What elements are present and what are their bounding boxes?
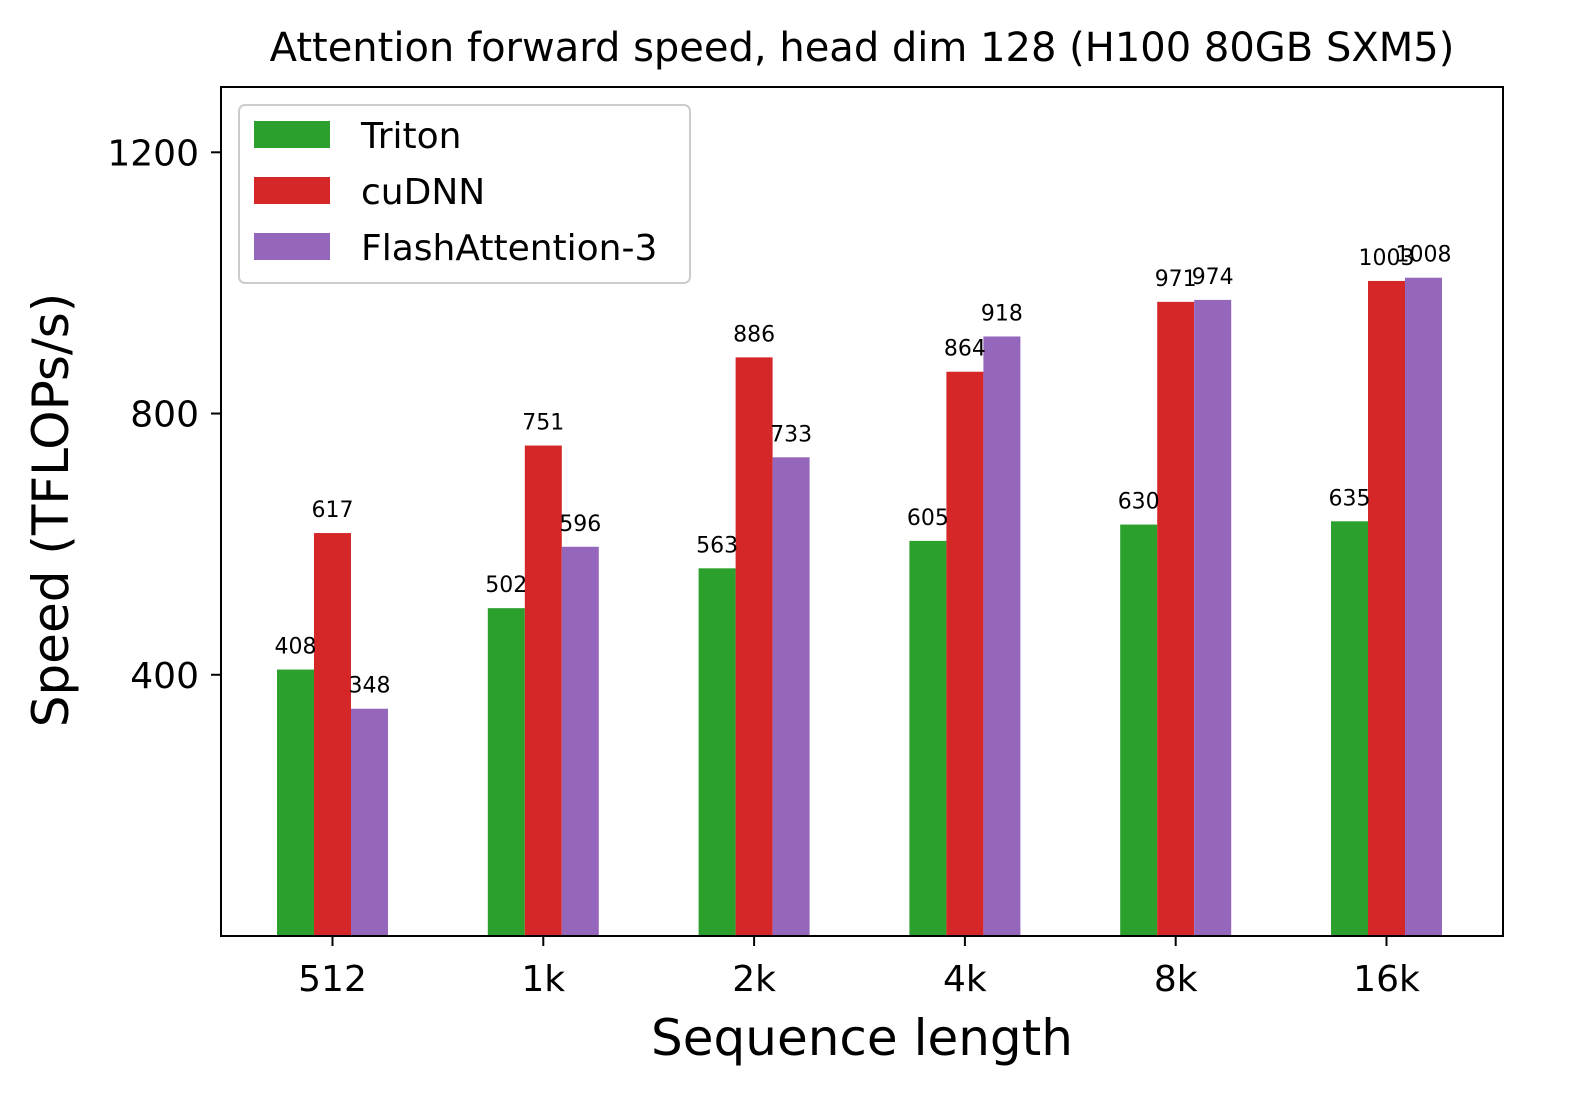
legend: Triton cuDNN FlashAttention-3	[238, 104, 691, 284]
data-label-triton-512: 408	[275, 635, 317, 660]
x-tick-label-2k: 2k	[732, 959, 776, 1000]
bar-flashattention-3-2k	[772, 457, 810, 936]
data-label-cudnn-2k: 886	[733, 322, 775, 347]
data-label-flashattention-3-2k: 733	[770, 422, 812, 447]
y-ticks-group: 400 800 1200	[107, 133, 221, 697]
bars-group	[277, 277, 1442, 937]
data-label-cudnn-16k: 1003	[1359, 246, 1415, 271]
x-tick-label-16k: 16k	[1353, 959, 1420, 1000]
legend-label-triton: Triton	[360, 116, 461, 157]
x-tick-label-512: 512	[298, 959, 367, 1000]
legend-swatch-flashattention-3	[254, 233, 330, 260]
data-label-triton-2k: 563	[696, 533, 738, 558]
bar-flashattention-3-4k	[983, 336, 1021, 937]
x-tick-label-4k: 4k	[943, 959, 987, 1000]
legend-frame	[238, 104, 691, 284]
bar-triton-512	[277, 669, 314, 936]
data-label-flashattention-3-512: 348	[349, 674, 391, 699]
x-tick-label-1k: 1k	[521, 959, 565, 1000]
bar-flashattention-3-1k	[561, 546, 599, 936]
y-tick-label-800: 800	[130, 395, 199, 436]
data-label-triton-1k: 502	[485, 573, 527, 598]
bar-flashattention-3-8k	[1194, 299, 1232, 936]
bar-cudnn-2k	[735, 357, 773, 936]
bar-cudnn-512	[314, 533, 351, 936]
data-label-flashattention-3-8k: 974	[1192, 265, 1234, 290]
data-labels-group: 408 617 348 502 751 596 563 886 733 605 864 918 630 9…	[275, 243, 1452, 699]
x-axis-label: Sequence length	[651, 1009, 1073, 1067]
bar-cudnn-8k	[1157, 301, 1195, 936]
data-label-flashattention-3-1k: 596	[559, 512, 601, 537]
data-label-cudnn-1k: 751	[522, 411, 564, 436]
data-label-flashattention-3-4k: 918	[981, 301, 1023, 326]
plot-frame	[220, 86, 1504, 937]
x-tick-label-8k: 8k	[1154, 959, 1198, 1000]
data-label-cudnn-4k: 864	[944, 337, 986, 362]
bar-triton-8k	[1120, 524, 1158, 936]
bar-triton-16k	[1331, 521, 1368, 936]
data-label-cudnn-8k: 971	[1155, 267, 1197, 292]
bar-triton-2k	[698, 568, 736, 936]
bar-cudnn-16k	[1368, 280, 1405, 936]
y-tick-label-400: 400	[130, 656, 199, 697]
y-tick-label-1200: 1200	[107, 133, 199, 174]
legend-swatch-triton	[254, 121, 330, 148]
legend-label-cudnn: cuDNN	[361, 172, 485, 213]
bar-triton-4k	[909, 540, 947, 936]
chart-title: Attention forward speed, head dim 128 (H…	[270, 25, 1455, 71]
legend-label-flashattention-3: FlashAttention-3	[361, 228, 657, 269]
bar-cudnn-1k	[524, 445, 562, 936]
data-label-triton-8k: 630	[1118, 490, 1160, 515]
bar-cudnn-4k	[946, 371, 984, 936]
legend-swatch-cudnn	[254, 177, 330, 204]
bar-flashattention-3-16k	[1405, 277, 1442, 936]
data-label-flashattention-3-16k: 1008	[1396, 243, 1452, 268]
data-label-triton-16k: 635	[1329, 486, 1371, 511]
data-label-cudnn-512: 617	[312, 498, 354, 523]
bar-flashattention-3-512	[351, 708, 388, 936]
x-ticks-group: 512 1k 2k 4k 8k 16k	[298, 936, 1420, 1000]
bar-triton-1k	[487, 608, 525, 936]
data-label-triton-4k: 605	[907, 506, 949, 531]
y-axis-label: Speed (TFLOPs/s)	[22, 293, 80, 728]
